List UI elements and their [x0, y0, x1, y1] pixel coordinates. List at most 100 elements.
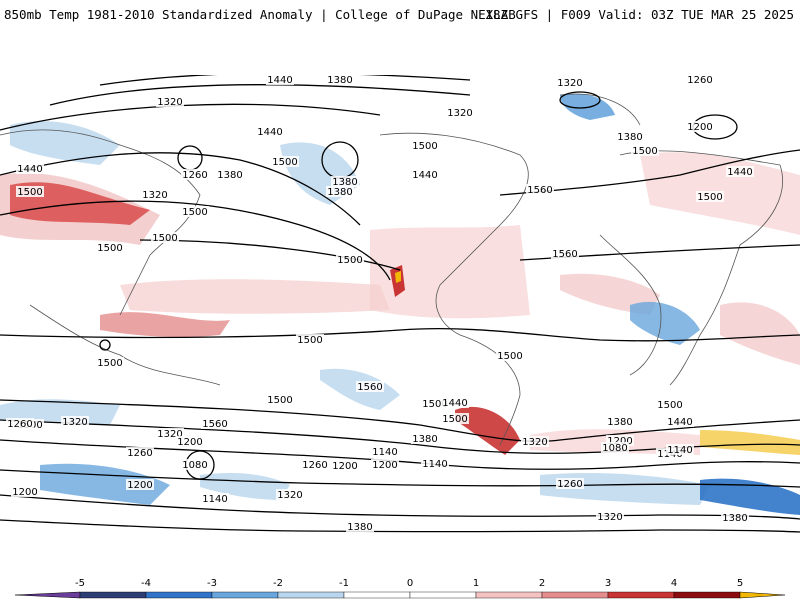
contour-label: 1500: [97, 243, 122, 254]
contour-label-bg: [526, 184, 554, 195]
contour-label-bg: [181, 169, 209, 180]
colorbar-segment: [211, 591, 279, 599]
contour-label: 1500: [337, 255, 362, 266]
contour-label-bg: [151, 232, 179, 243]
contour-label: 1380: [722, 513, 747, 524]
contour-label-bg: [16, 163, 44, 174]
contour-label: 1260: [127, 448, 152, 459]
contour-label-bg: [411, 140, 439, 151]
contour-label-bg: [176, 436, 204, 447]
contour-label-bg: [346, 521, 374, 532]
contour-label-bg: [371, 446, 399, 457]
colorbar-tick-label: -2: [273, 578, 283, 589]
contour-label: 1320: [62, 417, 87, 428]
contour-label: 1380: [332, 177, 357, 188]
contour-label-bg: [606, 416, 634, 427]
contour-label: 1500: [657, 400, 682, 411]
contour-label-bg: [301, 459, 329, 470]
colorbar-max-triangle: [739, 591, 786, 599]
contour-label-bg: [686, 121, 714, 132]
colorbar-tick-label: -3: [207, 578, 217, 589]
colorbar-segment: [541, 591, 609, 599]
contour-label-bg: [326, 186, 354, 197]
contour-label-bg: [266, 394, 294, 405]
contour-label: 1200: [12, 487, 37, 498]
contour-label: 1320: [447, 108, 472, 119]
contour-label: 1560: [202, 419, 227, 430]
contour-label-bg: [11, 486, 39, 497]
colorbar-tick-label: 5: [737, 578, 743, 589]
contour-label-bg: [726, 166, 754, 177]
contour-labels: 1380 1440 1320 1260 1320 1440 1500 1380 1260 1380…: [6, 75, 754, 533]
contour-label: 1200: [687, 122, 712, 133]
contour-label: 1380: [617, 132, 642, 143]
colorbar-tick-label: 3: [605, 578, 611, 589]
contour-label-bg: [96, 357, 124, 368]
contour-label-bg: [721, 512, 749, 523]
contour-label-bg: [606, 435, 634, 446]
contour-label: 1260: [182, 170, 207, 181]
contour-label: 1260: [7, 419, 32, 430]
colorbar-segment: [145, 591, 213, 599]
contour-label-bg: [596, 511, 624, 522]
contour-label-bg: [266, 75, 294, 85]
contour-label: 1440: [412, 170, 437, 181]
contour-label-bg: [371, 459, 399, 470]
colorbar-segment: [79, 591, 147, 599]
contour-label: 1440: [727, 167, 752, 178]
contour-label-bg: [296, 334, 324, 345]
contour-label-bg: [686, 75, 714, 85]
contour-label: 1440: [257, 127, 282, 138]
contour-label-bg: [331, 460, 359, 471]
contour-label: 1560: [357, 382, 382, 393]
contour-label-bg: [556, 77, 584, 88]
contour-label: 1560: [527, 185, 552, 196]
contour-label-bg: [201, 493, 229, 504]
contour-label-bg: [666, 444, 694, 455]
colorbar-segment: [475, 591, 543, 599]
contour-label-bg: [521, 436, 549, 447]
contour-label: 1320: [522, 437, 547, 448]
colorbar-segment: [673, 591, 741, 599]
contour-label-bg: [411, 433, 439, 444]
contour-label-bg: [126, 447, 154, 458]
contour-label: 1500: [97, 358, 122, 369]
contour-label: 1320: [142, 190, 167, 201]
anomaly-map: 1380 1440 1320 1260 1320 1440 1500 1380 1260 1380…: [0, 75, 800, 555]
contour-label: 1500: [152, 233, 177, 244]
colorbar-segment: [343, 591, 411, 599]
contour-label: 1320: [277, 490, 302, 501]
contour-label: 1500: [632, 146, 657, 157]
contour-label: 1500: [297, 335, 322, 346]
contour-label: 1200: [372, 460, 397, 471]
contour-label: 1080: [182, 460, 207, 471]
contour-label-bg: [326, 75, 354, 85]
contour-label: 1440: [442, 398, 467, 409]
contour-label: 1500: [412, 141, 437, 152]
contour-label: 1080: [602, 443, 627, 454]
contour-label-bg: [331, 176, 359, 187]
contour-label: 1200: [607, 436, 632, 447]
contour-label-bg: [126, 479, 154, 490]
contour-label-bg: [616, 131, 644, 142]
contour-label: 1500: [267, 395, 292, 406]
contour-label-bg: [666, 416, 694, 427]
contour-label: 1500: [497, 351, 522, 362]
contour-label: 1380: [412, 434, 437, 445]
colorbar-segment: [607, 591, 675, 599]
contour-label-bg: [271, 156, 299, 167]
contour-label-bg: [551, 248, 579, 259]
contour-label: 1440: [667, 417, 692, 428]
contour-label-bg: [156, 428, 184, 439]
contour-label-bg: [656, 399, 684, 410]
contour-label-bg: [181, 206, 209, 217]
contour-label-bg: [336, 254, 364, 265]
contour-label: 1140: [422, 459, 447, 470]
contour-label: 1260: [557, 479, 582, 490]
header-bar: 850mb Temp 1981-2010 Standardized Anomal…: [0, 0, 800, 30]
contour-label: 1320: [157, 97, 182, 108]
colorbar-segment: [409, 591, 477, 599]
contour-label: 1440: [267, 75, 292, 86]
contour-label-bg: [411, 169, 439, 180]
contour-label: 1320: [557, 78, 582, 89]
